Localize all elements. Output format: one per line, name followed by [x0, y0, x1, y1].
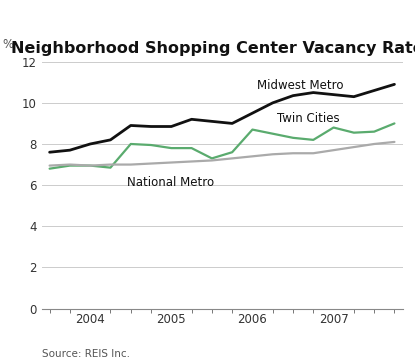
Text: Source: REIS Inc.: Source: REIS Inc.: [42, 349, 129, 359]
Text: Twin Cities: Twin Cities: [277, 113, 339, 126]
Text: National Metro: National Metro: [127, 176, 214, 189]
Text: %: %: [2, 38, 14, 51]
Title: Neighborhood Shopping Center Vacancy Rates: Neighborhood Shopping Center Vacancy Rat…: [11, 41, 415, 56]
Text: Midwest Metro: Midwest Metro: [256, 78, 343, 91]
